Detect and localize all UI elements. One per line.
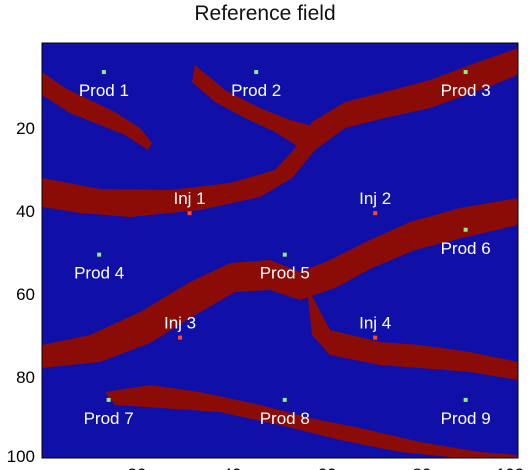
well-label: Prod 8 bbox=[260, 409, 310, 428]
x-tick-label: 80 bbox=[413, 465, 432, 470]
channel-layer bbox=[42, 48, 518, 458]
x-tick-label: 60 bbox=[318, 465, 337, 470]
well-label: Prod 2 bbox=[231, 81, 281, 100]
x-axis: 20 40 60 80 100 bbox=[128, 465, 525, 470]
x-tick-label: 40 bbox=[223, 465, 242, 470]
channel-middle-main bbox=[42, 198, 518, 368]
plot-title: Reference field bbox=[194, 2, 336, 25]
channel-inj4-branch bbox=[308, 292, 518, 380]
y-tick-label: 80 bbox=[16, 368, 35, 387]
y-tick-label: 40 bbox=[16, 202, 35, 221]
field-background bbox=[42, 43, 518, 458]
channel-prod2-branch bbox=[192, 65, 312, 148]
well-label: Prod 5 bbox=[260, 264, 310, 283]
well-label: Inj 4 bbox=[359, 314, 391, 333]
injector-well-marker bbox=[178, 335, 183, 340]
injector-well-marker bbox=[373, 335, 378, 340]
well-label: Prod 9 bbox=[441, 409, 491, 428]
well-label: Prod 4 bbox=[74, 264, 124, 283]
well-label: Prod 1 bbox=[79, 81, 129, 100]
producer-well-marker bbox=[97, 252, 102, 257]
x-tick-label: 20 bbox=[128, 465, 147, 470]
well-label: Inj 3 bbox=[164, 314, 196, 333]
producer-well-marker bbox=[463, 227, 468, 232]
injector-well-marker bbox=[187, 211, 192, 216]
well-label: Inj 1 bbox=[173, 189, 205, 208]
channel-lower-main bbox=[105, 385, 518, 458]
channel-prod1-branch bbox=[42, 72, 152, 150]
wells-layer: Prod 1 Prod 2 Prod 3 Inj 1 Inj 2 Prod 4 Prod 5… bbox=[74, 70, 491, 428]
channel-upper-main bbox=[42, 48, 518, 217]
x-tick-label: 100 bbox=[496, 465, 524, 470]
y-tick-label: 20 bbox=[16, 119, 35, 138]
producer-well-marker bbox=[463, 70, 468, 75]
producer-well-marker bbox=[254, 70, 259, 75]
producer-well-marker bbox=[282, 397, 287, 402]
well-label: Inj 2 bbox=[359, 189, 391, 208]
producer-well-marker bbox=[101, 70, 106, 75]
producer-well-marker bbox=[463, 397, 468, 402]
injector-well-marker bbox=[373, 211, 378, 216]
well-label: Prod 3 bbox=[441, 81, 491, 100]
y-tick-label: 100 bbox=[7, 447, 35, 466]
producer-well-marker bbox=[106, 397, 111, 402]
y-tick-label: 60 bbox=[16, 285, 35, 304]
y-axis: 20 40 60 80 100 bbox=[7, 119, 35, 466]
well-label: Prod 6 bbox=[441, 239, 491, 258]
producer-well-marker bbox=[282, 252, 287, 257]
well-label: Prod 7 bbox=[84, 409, 134, 428]
plot-frame bbox=[41, 42, 519, 459]
